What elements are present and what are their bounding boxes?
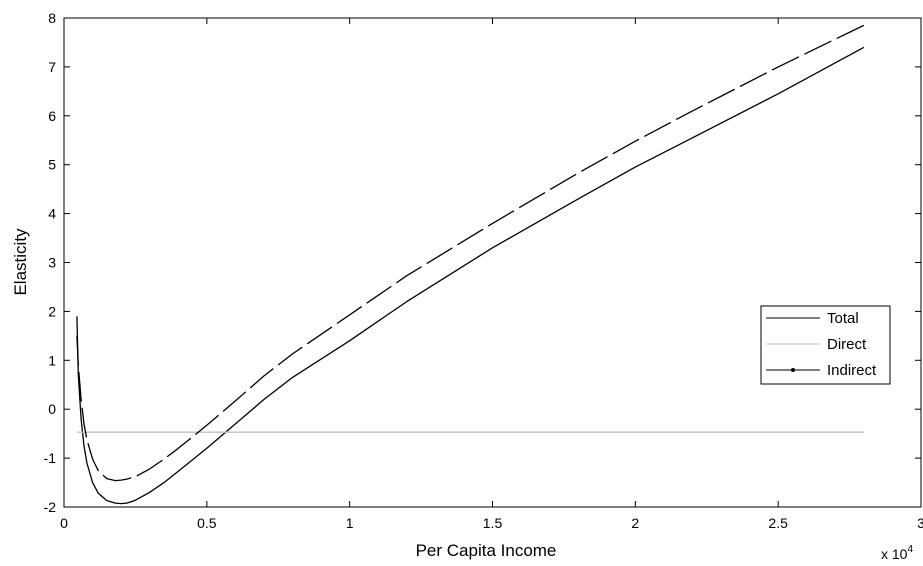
y-tick-label: 6: [48, 108, 56, 124]
x-tick-label: 0.5: [197, 515, 217, 531]
legend-label-direct: Direct: [827, 336, 867, 353]
x-tick-label: 1: [346, 515, 354, 531]
tick-layer: 0 0.5 1 1.5 2 2.5 3 -2 -1 0 1 2 3 4 5 6 7 8: [44, 10, 923, 531]
legend-marker-indirect: [791, 368, 795, 372]
x-tick-label: 2.5: [768, 515, 788, 531]
legend-label-total: Total: [827, 310, 859, 327]
x-tick-label: 3: [917, 515, 923, 531]
series-line-total: [76, 46, 865, 505]
x-axis-label: Per Capita Income: [416, 541, 557, 560]
y-tick-label: 3: [48, 255, 56, 271]
y-tick-label: -1: [44, 450, 57, 466]
y-axis-label: Elasticity: [11, 228, 30, 296]
legend-box: [760, 305, 891, 385]
x-tick-label: 0: [60, 515, 68, 531]
x-axis-multiplier: x 104: [881, 544, 913, 562]
y-tick-label: 2: [48, 303, 56, 319]
y-tick-label: 8: [48, 10, 56, 26]
y-tick-label: 5: [48, 157, 56, 173]
y-tick-label: 7: [48, 59, 56, 75]
y-tick-label: 4: [48, 206, 56, 222]
x-axis-multiplier-base: x 10: [881, 546, 908, 562]
legend: Total Direct Indirect: [760, 305, 891, 385]
x-tick-label: 2: [631, 515, 639, 531]
series-layer: [76, 24, 865, 505]
y-tick-label: -2: [44, 499, 57, 515]
y-tick-label: 1: [48, 352, 56, 368]
x-axis-multiplier-exponent: 4: [907, 544, 913, 555]
legend-label-indirect: Indirect: [827, 362, 877, 379]
x-tick-label: 1.5: [483, 515, 503, 531]
plot-area: [63, 17, 922, 508]
y-tick-label: 0: [48, 401, 56, 417]
series-line-indirect: [76, 24, 865, 482]
